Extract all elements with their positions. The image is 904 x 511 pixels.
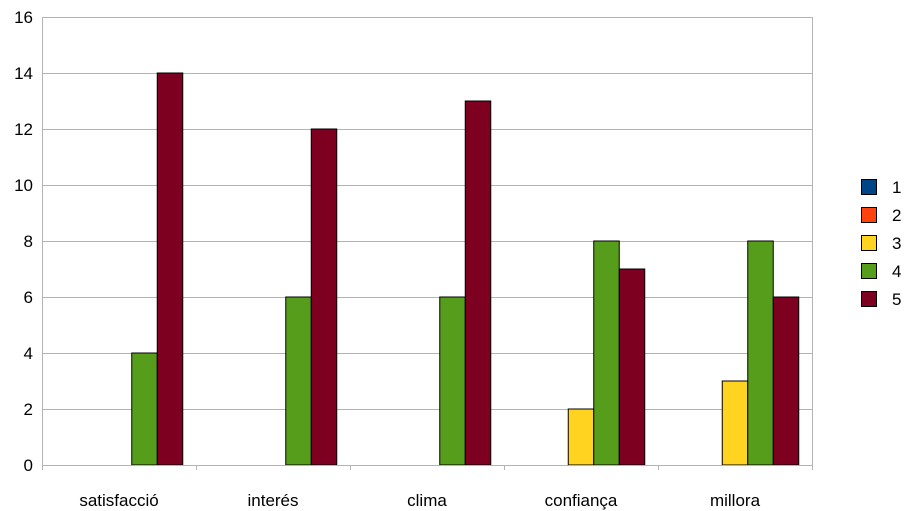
- legend-label: 1: [892, 178, 901, 197]
- legend-label: 5: [892, 290, 901, 309]
- x-tick-label: interés: [247, 491, 298, 510]
- legend-label: 4: [892, 262, 901, 281]
- y-axis-ticks: 0 2 4 6 8 10 12 14 16: [14, 8, 33, 475]
- y-tick-label: 2: [24, 400, 33, 419]
- x-tick-label: confiança: [545, 491, 618, 510]
- legend-label: 3: [892, 234, 901, 253]
- legend-swatch-5: [861, 291, 877, 307]
- bar-5-4: [772, 296, 800, 466]
- x-tick-label: millora: [710, 491, 761, 510]
- bar-4-4: [747, 240, 774, 466]
- y-tick-label: 4: [24, 344, 33, 363]
- axes: [42, 17, 813, 470]
- x-tick-label: satisfacció: [79, 491, 158, 510]
- bar-5-3: [618, 268, 646, 466]
- bar-5-1: [310, 128, 338, 466]
- y-tick-label: 12: [14, 120, 33, 139]
- y-tick-label: 16: [14, 8, 33, 27]
- bar-3-3: [567, 408, 595, 466]
- legend: 1 2 3 4 5: [861, 178, 901, 309]
- y-tick-label: 6: [24, 288, 33, 307]
- x-tick-label: clima: [407, 491, 447, 510]
- bar-4-1: [285, 296, 312, 466]
- y-tick-label: 14: [14, 64, 33, 83]
- legend-swatch-4: [861, 263, 877, 279]
- plot-frame: [42, 17, 813, 466]
- y-tick-label: 8: [24, 232, 33, 251]
- legend-swatch-1: [861, 179, 877, 195]
- y-tick-label: 10: [14, 176, 33, 195]
- y-tick-label: 0: [24, 456, 33, 475]
- legend-swatch-2: [861, 207, 877, 223]
- legend-label: 2: [892, 206, 901, 225]
- bars: [131, 72, 800, 466]
- bar-5-2: [464, 100, 492, 466]
- bar-4-2: [439, 296, 466, 466]
- bar-3-4: [721, 380, 749, 466]
- bar-5-0: [156, 72, 184, 466]
- bar-4-3: [593, 240, 620, 466]
- bar-4-0: [131, 352, 158, 466]
- legend-swatch-3: [861, 235, 877, 251]
- x-axis-ticks: satisfacció interés clima confiança millora: [79, 491, 760, 510]
